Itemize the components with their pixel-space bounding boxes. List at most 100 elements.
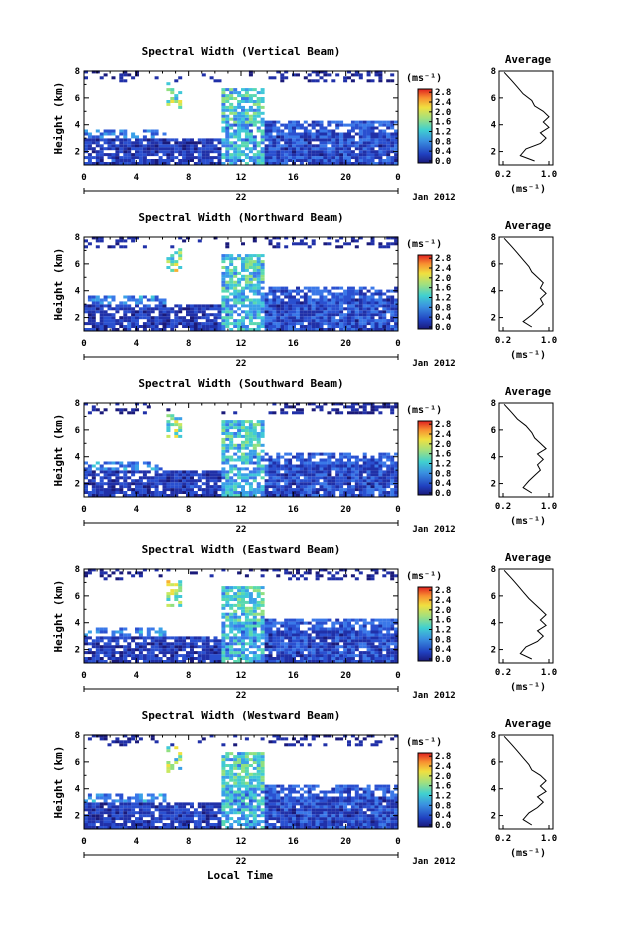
heatmap-cell	[233, 283, 238, 287]
heatmap-cell	[131, 820, 136, 824]
heatmap-cell	[362, 402, 367, 406]
heatmap-cell	[166, 100, 171, 103]
heatmap-cell	[299, 126, 304, 130]
heatmap-cell	[315, 129, 320, 133]
heatmap-cell	[288, 618, 293, 622]
heatmap-cell	[327, 236, 332, 240]
heatmap-cell	[190, 304, 194, 308]
heatmap-cell	[315, 494, 320, 497]
heatmap-cell	[115, 823, 120, 826]
heatmap-cell	[233, 292, 238, 296]
heatmap-cell	[394, 476, 399, 480]
heatmap-cell	[284, 482, 289, 486]
heatmap-cell	[138, 307, 143, 311]
heatmap-cell	[244, 126, 249, 130]
heatmap-cell	[248, 612, 253, 616]
heatmap-cell	[119, 476, 124, 480]
heatmap-cell	[272, 123, 277, 127]
heatmap-cell	[135, 467, 139, 471]
heatmap-cell	[382, 313, 387, 317]
heatmap-cell	[370, 660, 375, 663]
heatmap-cell	[256, 141, 261, 145]
heatmap-cell	[225, 105, 230, 109]
heatmap-cell	[225, 595, 230, 598]
heatmap-cell	[166, 307, 171, 311]
heatmap-cell	[229, 135, 234, 139]
heatmap-cell	[343, 295, 348, 299]
heatmap-cell	[154, 298, 159, 302]
colorbar-tick-label: 0.0	[435, 157, 451, 167]
heatmap-cell	[138, 162, 143, 165]
heatmap-cell	[307, 144, 312, 148]
heatmap-cell	[339, 138, 344, 142]
heatmap-cell	[252, 239, 257, 243]
heatmap-cell	[142, 826, 147, 829]
heatmap-cell	[99, 571, 104, 575]
heatmap-cell	[350, 289, 355, 293]
heatmap-cell	[323, 627, 328, 631]
heatmap-cell	[307, 79, 312, 83]
heatmap-cell	[135, 479, 139, 483]
heatmap-cell	[241, 440, 245, 444]
heatmap-cell	[95, 814, 100, 818]
heatmap-cell	[296, 123, 300, 127]
heatmap-cell	[382, 120, 387, 124]
heatmap-cell	[331, 651, 336, 655]
heatmap-cell	[370, 651, 375, 655]
heatmap-cell	[343, 642, 348, 646]
heatmap-cell	[272, 236, 277, 240]
heatmap-cell	[358, 147, 363, 151]
heatmap-cell	[229, 147, 234, 151]
heatmap-cell	[127, 808, 132, 812]
heatmap-cell	[174, 304, 179, 308]
heatmap-cell	[315, 479, 320, 483]
heatmap-cell	[193, 636, 198, 640]
heatmap-cell	[123, 328, 128, 331]
heatmap-cell	[150, 328, 155, 331]
heatmap-cell	[284, 479, 289, 483]
heatmap-cell	[91, 734, 96, 738]
heatmap-cell	[323, 473, 328, 477]
heatmap-cell	[115, 408, 120, 412]
heatmap-cell	[135, 322, 139, 326]
heatmap-cell	[115, 467, 120, 471]
heatmap-cell	[264, 126, 269, 130]
heatmap-cell	[382, 138, 387, 142]
heatmap-cell	[288, 476, 293, 480]
heatmap-cell	[146, 313, 151, 317]
heatmap-cell	[127, 159, 132, 162]
heatmap-cell	[299, 325, 304, 328]
heatmap-cell	[182, 636, 187, 640]
heatmap-cell	[252, 621, 257, 625]
heatmap-cell	[241, 159, 245, 162]
heatmap-cell	[150, 295, 155, 299]
heatmap-cell	[205, 639, 210, 643]
heatmap-cell	[288, 289, 293, 293]
heatmap-cell	[331, 313, 336, 317]
heatmap-cell	[107, 156, 112, 160]
heatmap-cell	[303, 636, 308, 640]
heatmap-cell	[209, 76, 214, 80]
heatmap-cell	[335, 135, 340, 139]
heatmap-cell	[366, 310, 371, 314]
heatmap-cell	[272, 301, 277, 305]
heatmap-cell	[158, 298, 163, 302]
heatmap-cell	[91, 464, 96, 468]
heatmap-cell	[237, 449, 242, 453]
heatmap-cell	[331, 648, 336, 652]
heatmap-cell	[186, 482, 190, 486]
heatmap-cell	[244, 615, 249, 619]
heatmap-cell	[146, 307, 151, 311]
heatmap-cell	[307, 307, 312, 311]
heatmap-cell	[256, 322, 261, 326]
heatmap-cell	[354, 304, 359, 308]
heatmap-cell	[358, 630, 363, 634]
heatmap-cell	[193, 162, 198, 165]
heatmap-cell	[354, 618, 359, 622]
heatmap-cell	[154, 153, 159, 157]
heatmap-cell	[315, 132, 320, 136]
heatmap-cell	[135, 138, 139, 142]
heatmap-cell	[350, 73, 355, 77]
heatmap-cell	[229, 446, 234, 450]
heatmap-cell	[370, 627, 375, 631]
